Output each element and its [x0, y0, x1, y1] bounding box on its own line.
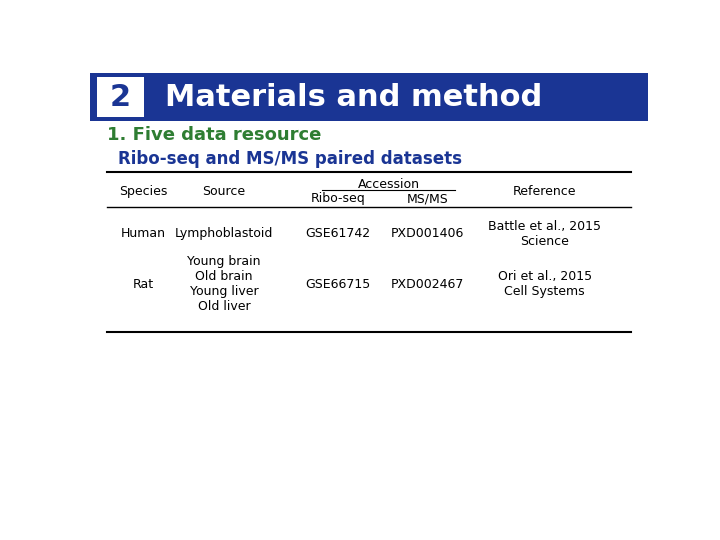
FancyBboxPatch shape: [90, 73, 648, 121]
Text: Young brain
Old brain
Young liver
Old liver: Young brain Old brain Young liver Old li…: [187, 255, 261, 313]
Text: GSE61742: GSE61742: [306, 227, 371, 240]
Text: Ribo-seq: Ribo-seq: [311, 192, 366, 205]
Text: Accession: Accession: [358, 178, 420, 191]
Text: PXD002467: PXD002467: [391, 278, 464, 291]
Text: GSE66715: GSE66715: [306, 278, 371, 291]
Text: 1. Five data resource: 1. Five data resource: [107, 126, 321, 145]
Text: Source: Source: [202, 185, 246, 198]
Text: Lymphoblastoid: Lymphoblastoid: [175, 227, 273, 240]
Text: 2: 2: [110, 83, 131, 112]
Text: Battle et al., 2015
Science: Battle et al., 2015 Science: [488, 220, 601, 248]
FancyBboxPatch shape: [96, 77, 144, 117]
Text: Reference: Reference: [513, 185, 577, 198]
Text: Rat: Rat: [132, 278, 153, 291]
Text: PXD001406: PXD001406: [391, 227, 464, 240]
Text: MS/MS: MS/MS: [407, 192, 449, 205]
Text: Species: Species: [119, 185, 167, 198]
Text: Materials and method: Materials and method: [166, 83, 543, 112]
Text: Ribo-seq and MS/MS paired datasets: Ribo-seq and MS/MS paired datasets: [118, 150, 462, 168]
Text: Human: Human: [120, 227, 166, 240]
Text: Ori et al., 2015
Cell Systems: Ori et al., 2015 Cell Systems: [498, 271, 592, 298]
